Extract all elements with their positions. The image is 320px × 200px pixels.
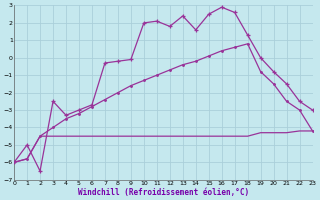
X-axis label: Windchill (Refroidissement éolien,°C): Windchill (Refroidissement éolien,°C) — [78, 188, 249, 197]
